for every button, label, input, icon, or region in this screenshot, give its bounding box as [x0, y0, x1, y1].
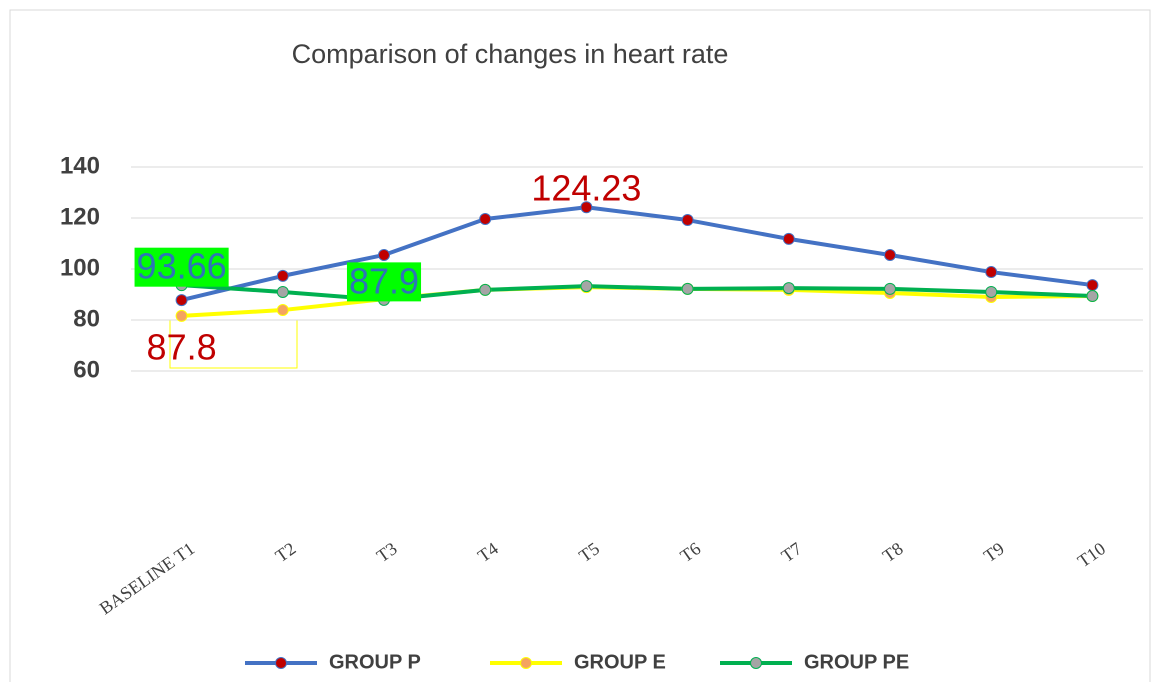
- chart-title: Comparison of changes in heart rate: [292, 39, 729, 69]
- legend-marker: [275, 657, 287, 669]
- marker: [1086, 279, 1099, 292]
- legend-label: GROUP E: [574, 651, 666, 673]
- chart-border: [9, 9, 1151, 682]
- marker: [782, 232, 795, 245]
- marker: [782, 282, 795, 295]
- y-tick-label: 120: [60, 203, 100, 230]
- y-tick-label: 100: [60, 254, 100, 281]
- marker: [175, 294, 188, 307]
- data-label: 124.23: [531, 168, 641, 209]
- marker: [479, 213, 492, 226]
- data-label: 87.9: [349, 260, 419, 301]
- legend-label: GROUP P: [329, 651, 421, 673]
- marker: [276, 269, 289, 282]
- marker: [985, 285, 998, 298]
- marker: [985, 266, 998, 279]
- marker: [681, 214, 694, 227]
- marker: [479, 283, 492, 296]
- marker: [681, 282, 694, 295]
- data-label-bg: [346, 262, 422, 302]
- data-label: 87.8: [147, 327, 217, 368]
- marker: [884, 248, 896, 261]
- marker: [580, 201, 593, 214]
- data-label: 93.66: [137, 246, 227, 287]
- series-line: [181, 205, 1093, 303]
- legend-label: GROUP PE: [804, 651, 909, 673]
- marker: [276, 304, 289, 317]
- y-tick-label: 80: [73, 305, 100, 332]
- marker: [580, 280, 593, 293]
- marker: [175, 309, 188, 322]
- marker: [276, 285, 289, 298]
- y-tick-label: 140: [60, 152, 100, 179]
- marker: [884, 282, 896, 295]
- legend-marker: [520, 657, 532, 669]
- legend-marker: [750, 657, 762, 669]
- data-label-bg: [134, 247, 229, 287]
- marker: [378, 248, 390, 261]
- y-tick-label: 60: [73, 356, 100, 383]
- marker: [1086, 290, 1099, 303]
- series-line: [181, 283, 1093, 302]
